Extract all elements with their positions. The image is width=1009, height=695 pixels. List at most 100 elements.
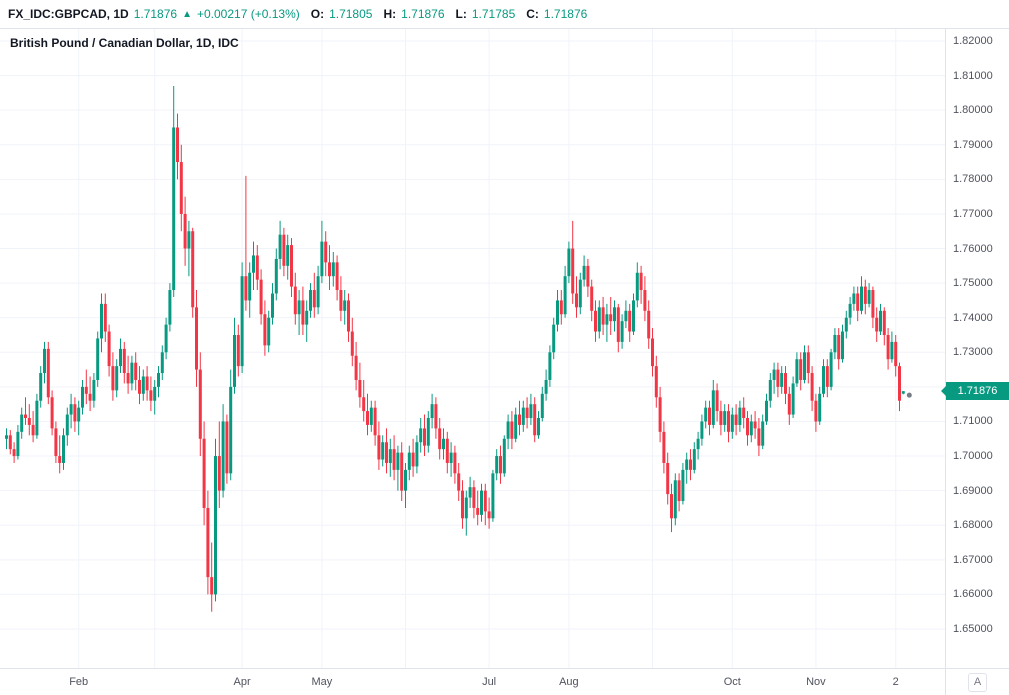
candle[interactable]	[898, 362, 901, 412]
candle[interactable]	[894, 335, 898, 377]
candle[interactable]	[886, 328, 890, 370]
candle[interactable]	[415, 435, 419, 474]
candle[interactable]	[879, 303, 882, 335]
candle[interactable]	[472, 480, 476, 519]
candle[interactable]	[339, 276, 343, 322]
candle[interactable]	[96, 331, 100, 387]
candle[interactable]	[544, 369, 548, 401]
candle[interactable]	[35, 393, 39, 439]
candle[interactable]	[696, 431, 700, 460]
candle[interactable]	[791, 376, 795, 419]
candle[interactable]	[259, 269, 263, 325]
candle[interactable]	[567, 241, 571, 284]
candle[interactable]	[810, 366, 814, 412]
candle[interactable]	[700, 414, 704, 446]
candle[interactable]	[616, 303, 620, 353]
candle[interactable]	[525, 397, 529, 429]
candle[interactable]	[286, 234, 290, 280]
candle[interactable]	[191, 227, 195, 318]
candle[interactable]	[844, 310, 848, 339]
candle[interactable]	[366, 393, 369, 436]
candle[interactable]	[624, 300, 628, 329]
candle[interactable]	[495, 449, 499, 481]
candle[interactable]	[388, 438, 392, 477]
candle[interactable]	[647, 300, 651, 349]
candle[interactable]	[347, 293, 350, 342]
candle[interactable]	[434, 397, 438, 439]
candle[interactable]	[499, 445, 502, 484]
candle[interactable]	[582, 255, 586, 287]
candle[interactable]	[381, 435, 385, 467]
candle[interactable]	[719, 400, 723, 436]
candle[interactable]	[848, 296, 852, 325]
candle[interactable]	[765, 393, 768, 425]
candle[interactable]	[708, 400, 711, 436]
candle[interactable]	[240, 262, 244, 374]
candle[interactable]	[122, 341, 126, 384]
candle[interactable]	[772, 362, 776, 394]
candle[interactable]	[814, 393, 818, 432]
candle[interactable]	[130, 355, 134, 391]
candle[interactable]	[666, 452, 670, 505]
candle[interactable]	[153, 379, 157, 415]
candle[interactable]	[404, 462, 407, 508]
candle[interactable]	[502, 435, 506, 477]
candle[interactable]	[115, 359, 119, 398]
candle[interactable]	[464, 490, 468, 536]
candle[interactable]	[548, 345, 552, 387]
candle[interactable]	[8, 430, 12, 455]
candle[interactable]	[46, 341, 50, 405]
candle[interactable]	[103, 293, 107, 342]
candle[interactable]	[609, 296, 613, 335]
candle[interactable]	[119, 338, 122, 374]
candle[interactable]	[514, 407, 518, 443]
candle[interactable]	[677, 473, 681, 512]
candle[interactable]	[491, 469, 495, 522]
candle[interactable]	[126, 355, 130, 394]
candle[interactable]	[358, 362, 362, 408]
candle[interactable]	[901, 391, 905, 395]
candle[interactable]	[799, 352, 803, 391]
candle[interactable]	[138, 366, 141, 405]
candle[interactable]	[753, 411, 757, 439]
candle[interactable]	[825, 359, 829, 398]
candle[interactable]	[210, 542, 214, 612]
candle[interactable]	[195, 290, 198, 387]
candle[interactable]	[461, 480, 464, 529]
candle[interactable]	[537, 411, 540, 439]
candle[interactable]	[255, 245, 259, 291]
candle[interactable]	[81, 379, 84, 415]
candle[interactable]	[787, 386, 791, 425]
candle[interactable]	[673, 473, 677, 526]
candle[interactable]	[518, 400, 521, 436]
candle[interactable]	[290, 238, 293, 297]
candle[interactable]	[483, 483, 487, 526]
candle[interactable]	[738, 400, 742, 432]
candle[interactable]	[685, 452, 689, 484]
candle[interactable]	[556, 290, 559, 332]
candle[interactable]	[244, 175, 248, 311]
candle[interactable]	[400, 442, 404, 502]
candle[interactable]	[757, 418, 761, 457]
candle[interactable]	[282, 227, 286, 277]
candle[interactable]	[320, 220, 324, 284]
candle[interactable]	[179, 144, 183, 232]
candle[interactable]	[160, 345, 164, 380]
candle[interactable]	[658, 386, 662, 443]
candle[interactable]	[715, 383, 719, 422]
candle[interactable]	[487, 497, 491, 529]
candle[interactable]	[278, 220, 282, 270]
candle[interactable]	[449, 442, 453, 477]
candle[interactable]	[430, 393, 434, 429]
candle[interactable]	[442, 428, 445, 460]
candle[interactable]	[206, 490, 210, 595]
price-axis[interactable]: 1.71876 1.82000 1.81000 1.80000 1.79000 1.78…	[941, 29, 1009, 668]
candle[interactable]	[84, 369, 88, 405]
candle[interactable]	[385, 428, 388, 474]
candle[interactable]	[628, 303, 632, 342]
candle[interactable]	[16, 424, 20, 460]
candle[interactable]	[62, 428, 65, 470]
candle[interactable]	[58, 435, 62, 474]
candle[interactable]	[141, 369, 145, 401]
candle[interactable]	[419, 418, 423, 453]
